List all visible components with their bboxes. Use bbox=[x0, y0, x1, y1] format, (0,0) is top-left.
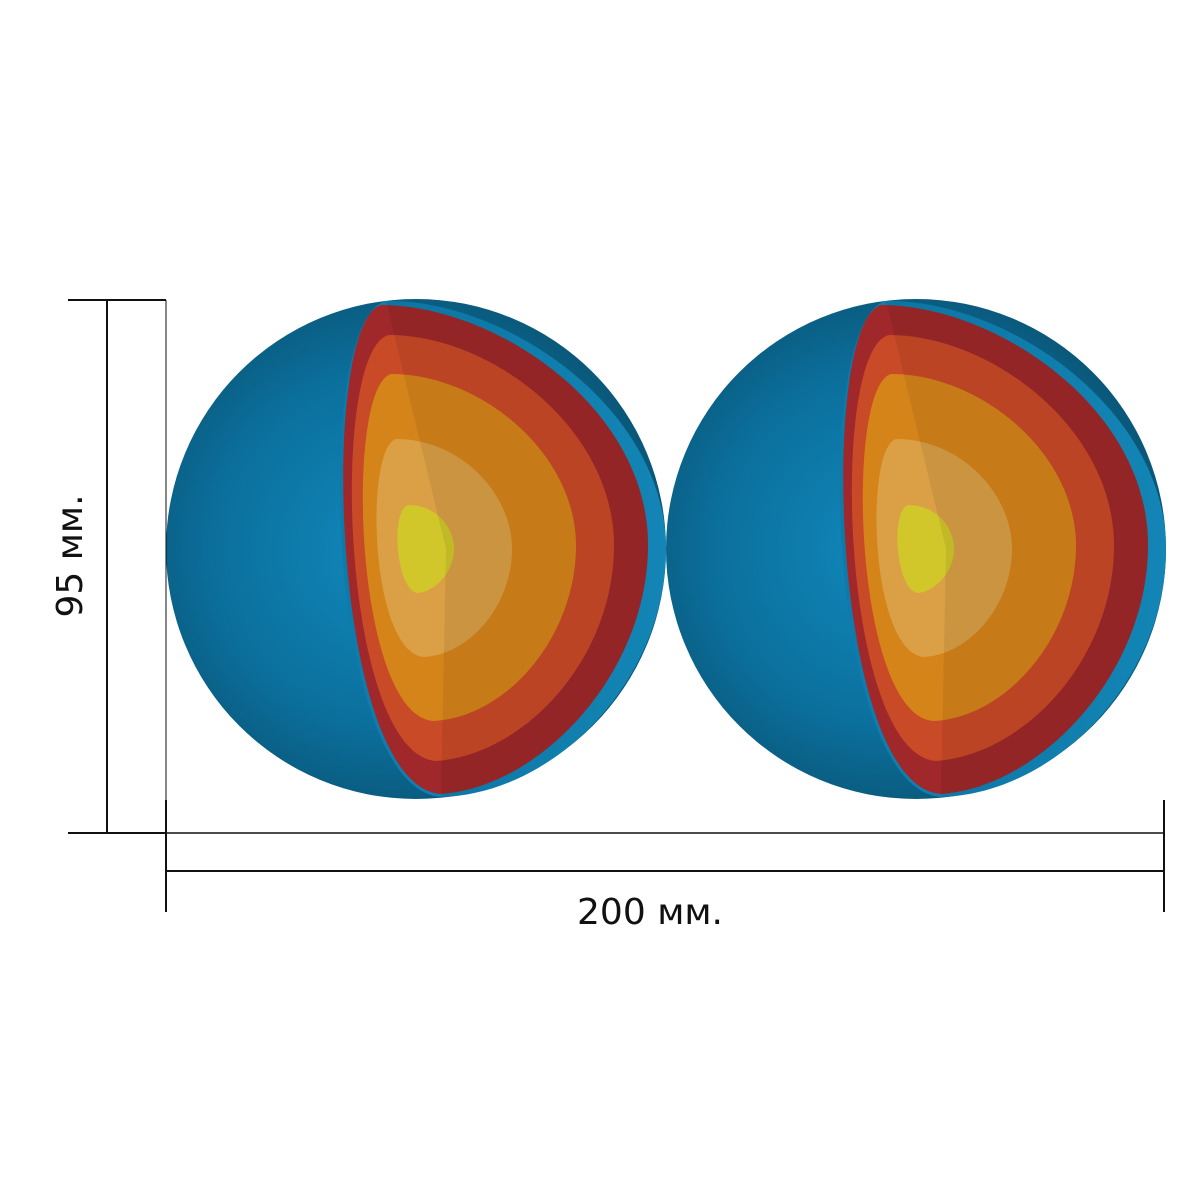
width-label: 200 мм. bbox=[577, 892, 723, 933]
sphere-right bbox=[666, 299, 1166, 799]
height-label: 95 мм. bbox=[50, 494, 91, 617]
height-dimension bbox=[68, 299, 167, 834]
sphere-left bbox=[166, 299, 667, 799]
width-dimension bbox=[165, 800, 1165, 912]
